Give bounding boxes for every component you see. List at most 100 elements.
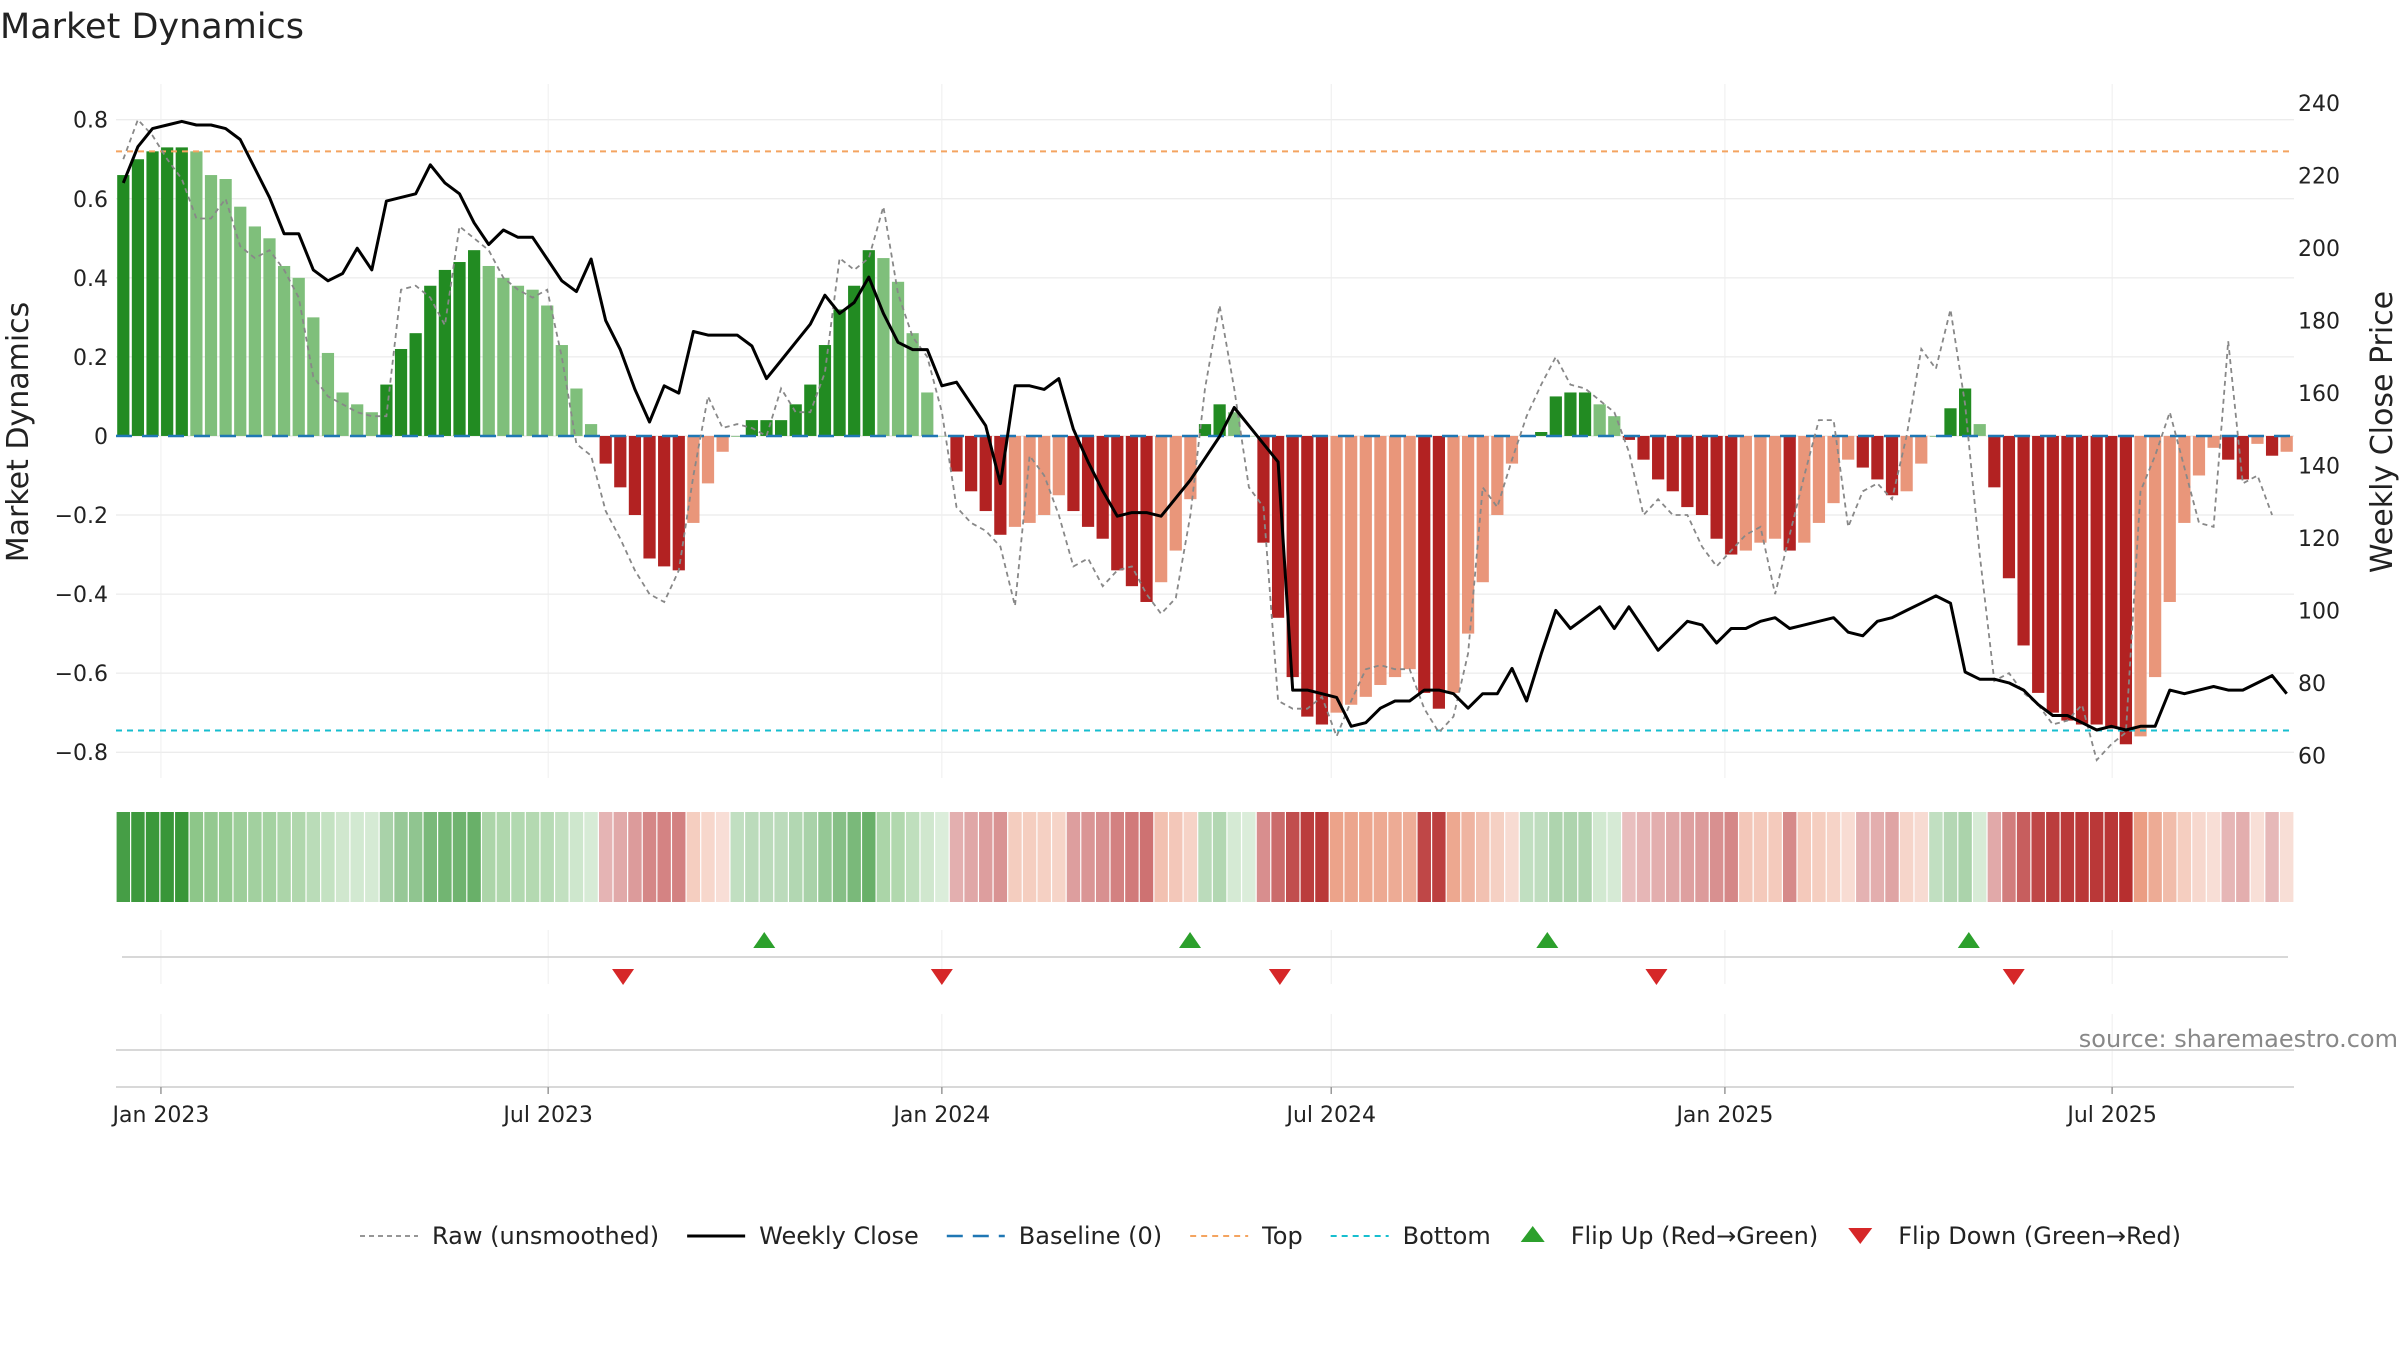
strip-cell <box>1987 812 2002 902</box>
right-tick-label: 180 <box>2298 310 2340 335</box>
dynamics-bar <box>877 258 890 436</box>
strip-cell <box>628 812 642 902</box>
raw-line <box>122 118 2273 762</box>
dynamics-bar <box>1812 435 1826 523</box>
dynamics-bar <box>277 265 291 436</box>
strip-cell <box>1125 812 1139 902</box>
strip-cell <box>277 812 291 902</box>
dynamics-bar <box>468 250 481 436</box>
right-tick-label: 100 <box>2298 599 2340 624</box>
right-tick-label: 80 <box>2298 672 2326 697</box>
dynamics-bar <box>2017 435 2030 646</box>
strip-cell <box>1227 812 1241 902</box>
strip-cell <box>745 812 759 902</box>
dynamics-bar <box>1549 396 1562 436</box>
dynamics-bar <box>1345 435 1358 705</box>
dynamics-bar <box>497 277 510 436</box>
dynamics-bar <box>1652 435 1665 480</box>
dynamics-bar <box>1228 412 1241 436</box>
strip-cell <box>1607 812 1621 902</box>
strip-cell <box>1885 812 1899 902</box>
dynamics-bar <box>204 175 218 436</box>
strip-cell <box>1008 812 1022 902</box>
strip-cell <box>818 812 832 902</box>
dynamics-bar <box>1608 416 1621 436</box>
strip-cell <box>1300 812 1315 902</box>
strip-cell <box>1476 812 1490 902</box>
strip-cell <box>365 812 379 902</box>
x-tick-label: Jan 2024 <box>891 1103 990 1128</box>
strip-cell <box>1432 812 1446 902</box>
dynamics-bar <box>482 265 495 436</box>
legend-label: Weekly Close <box>759 1222 919 1250</box>
dynamics-bar <box>789 404 802 436</box>
dynamics-bar <box>2207 435 2220 448</box>
strip-cell <box>1636 812 1651 902</box>
strip-cell <box>2104 812 2118 902</box>
dynamics-bar <box>1301 435 1314 717</box>
strip-cell <box>1826 812 1841 902</box>
strip-cell <box>306 812 321 902</box>
dynamics-bar <box>1535 432 1548 436</box>
strip-cell <box>847 812 861 902</box>
dynamics-bar <box>438 269 452 436</box>
strip-cell <box>1417 812 1431 902</box>
strip-cell <box>686 812 701 902</box>
reference-lines <box>116 150 2294 732</box>
right-tick-label: 200 <box>2298 237 2340 262</box>
dynamics-bar <box>1403 435 1416 670</box>
dynamics-bar <box>570 388 583 436</box>
strip-cell <box>701 812 715 902</box>
strip-cell <box>2002 812 2016 902</box>
strip-cell <box>2163 812 2177 902</box>
strip-cell <box>672 812 686 902</box>
strip-cell <box>1461 812 1475 902</box>
legend-item-flip_down: Flip Down (Green→Red) <box>1848 1222 2181 1250</box>
strip-cell <box>1344 812 1358 902</box>
x-tick-label: Jul 2024 <box>1284 1103 1376 1128</box>
dynamics-bar <box>409 333 422 436</box>
strip-cell <box>979 812 993 902</box>
strip-cell <box>1680 812 1695 902</box>
strip-cell <box>1242 812 1256 902</box>
strip-cell <box>1797 812 1812 902</box>
strip-cell <box>891 812 905 902</box>
dynamics-bar <box>1111 435 1124 571</box>
dynamics-bar <box>175 147 188 436</box>
strip-cell <box>789 812 803 902</box>
left-tick-label: −0.8 <box>55 741 108 766</box>
strip-cell <box>350 812 364 902</box>
dynamics-bar <box>1476 435 1489 583</box>
dynamics-bar <box>2075 435 2089 725</box>
strip-cell <box>2279 812 2294 902</box>
right-axis-ticks: 240 220 200 180 160 140 120 100 80 60 <box>2298 92 2340 769</box>
strip-cell <box>1563 812 1578 902</box>
strip-cell <box>642 812 657 902</box>
legend-swatch <box>1520 1226 1545 1242</box>
dynamics-bar <box>248 226 261 436</box>
x-tick-label: Jul 2023 <box>501 1103 593 1128</box>
dynamics-bar <box>2163 435 2176 602</box>
strip-cell <box>2133 812 2148 902</box>
strip-cell <box>1870 812 1885 902</box>
strip-cell <box>2046 812 2060 902</box>
left-tick-label: −0.2 <box>55 504 108 529</box>
dynamics-bar <box>2280 435 2293 452</box>
legend: Raw (unsmoothed) Weekly Close Baseline (0)… <box>360 1222 2181 1250</box>
dynamics-bar <box>2251 435 2264 444</box>
dynamics-bar <box>672 435 685 571</box>
date-panel <box>116 1049 2294 1088</box>
strip-cell <box>408 812 423 902</box>
strip-cell <box>1958 812 1972 902</box>
dynamics-bar <box>658 435 671 567</box>
dynamics-bar <box>614 435 627 488</box>
strip-cell <box>1081 812 1095 902</box>
strip-cell <box>1359 812 1373 902</box>
strip-cell <box>862 812 876 902</box>
dynamics-bar <box>1768 435 1782 539</box>
dynamics-bar <box>906 333 919 436</box>
dynamics-bar <box>1198 424 1212 436</box>
strip-cell <box>730 812 744 902</box>
strip-cell <box>832 812 847 902</box>
flip-down-marker <box>2002 969 2025 985</box>
